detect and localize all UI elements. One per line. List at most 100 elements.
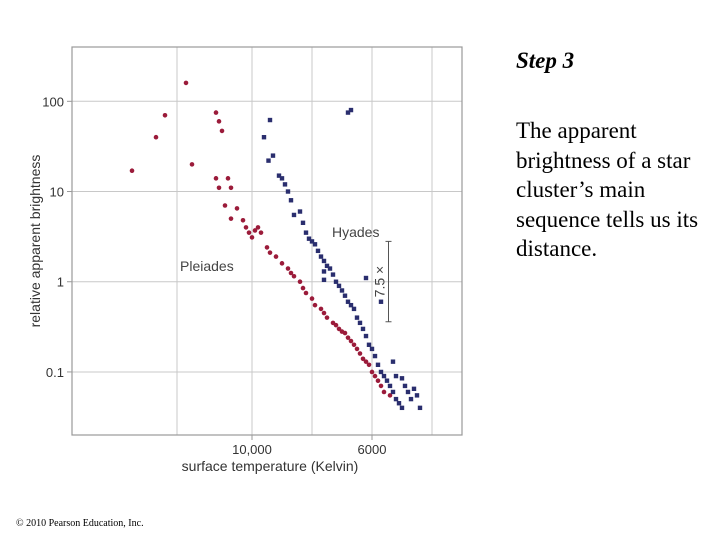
data-point-pleiades [288,270,294,276]
data-point-pleiades [183,80,189,86]
data-point-hyades [393,396,399,402]
plot-frame [71,46,463,436]
data-point-hyades [297,209,303,214]
data-point-hyades [408,396,414,402]
data-point-pleiades [213,110,219,115]
data-point-pleiades [285,266,291,271]
data-point-pleiades [324,315,330,320]
data-point-pleiades [216,119,222,124]
data-point-hyades [378,299,384,304]
data-point-pleiades [228,185,234,191]
data-point-pleiades [252,228,258,233]
data-point-hyades [366,342,372,347]
annotation: 7.5 × [372,240,392,323]
data-point-hyades [342,293,348,298]
data-point-pleiades [381,389,387,395]
data-point-pleiades [153,134,159,140]
data-point-hyades [327,266,333,271]
series-hyades [261,107,423,411]
data-point-pleiades [189,162,195,167]
data-point-hyades [357,320,363,326]
data-point-pleiades [354,346,360,352]
data-point-pleiades [291,273,297,279]
data-point-hyades [312,242,318,247]
data-point-hyades [309,239,315,244]
data-point-hyades [270,153,276,158]
data-point-hyades [414,393,420,398]
data-point-pleiades [387,393,393,398]
data-point-hyades [384,378,390,383]
data-point-pleiades [369,369,375,375]
data-point-pleiades [258,230,264,235]
data-point-pleiades [267,250,273,255]
x-tick-label: 10,000 [232,442,272,457]
data-point-pleiades [372,373,378,379]
data-point-hyades [390,359,396,364]
data-point-hyades [315,248,321,254]
data-point-pleiades [129,168,135,174]
data-point-hyades [285,189,291,194]
data-point-pleiades [225,176,231,181]
data-point-pleiades [273,254,279,259]
data-point-pleiades [312,302,318,308]
data-point-pleiades [297,279,303,285]
data-point-hyades [333,279,339,284]
series-pleiades [129,80,393,398]
data-point-pleiades [351,342,357,348]
data-point-pleiades [243,225,249,230]
data-point-hyades [363,275,369,281]
data-point-pleiades [321,310,327,316]
data-point-hyades [345,299,351,304]
data-point-pleiades [309,296,315,301]
data-point-hyades [324,263,330,269]
data-point-hyades [375,362,381,368]
data-point-hyades [417,405,423,411]
step-description: The apparent brightness of a star cluste… [516,118,699,261]
brightness-ratio-label: 7.5 × [372,266,388,298]
data-point-pleiades [363,359,369,364]
y-tick-label: 10 [50,185,64,200]
data-point-hyades [282,182,288,187]
data-point-hyades [291,212,297,218]
data-point-hyades [339,288,345,293]
data-point-hyades [300,220,306,226]
data-point-pleiades [333,322,339,328]
data-point-hyades [360,326,366,332]
data-point-hyades [399,376,405,381]
data-point-pleiades [162,112,168,118]
x-tick-label: 6000 [358,442,387,457]
data-point-hyades [396,401,402,406]
data-point-pleiades [222,203,228,208]
data-point-hyades [369,346,375,352]
data-point-pleiades [240,217,246,223]
data-point-hyades [411,386,417,392]
data-point-hyades [378,369,384,375]
data-point-pleiades [336,326,342,332]
data-point-pleiades [234,206,240,211]
data-point-hyades [303,230,309,235]
data-point-pleiades [255,225,261,230]
data-point-pleiades [345,335,351,340]
data-point-hyades [267,117,273,123]
data-point-hyades [321,277,327,283]
data-point-pleiades [300,285,306,291]
y-tick-label: 100 [42,94,64,109]
data-point-pleiades [360,356,366,362]
series-label-pleiades: Pleiades [180,258,234,274]
data-point-pleiades [375,378,381,383]
y-axis-label: relative apparent brightness [27,155,43,328]
copyright-notice: © 2010 Pearson Education, Inc. [16,518,144,529]
data-point-hyades [387,383,393,389]
data-point-hyades [261,135,267,140]
data-point-hyades [276,173,282,178]
data-point-hyades [372,353,378,359]
data-point-hyades [266,158,271,163]
data-point-hyades [348,302,354,308]
y-tick-label: 0.1 [46,365,64,380]
data-point-hyades [279,176,285,181]
data-point-hyades [288,198,294,203]
data-point-hyades [318,254,324,259]
step-title: Step 3 [516,48,575,73]
x-axis-label: surface temperature (Kelvin) [182,458,359,474]
